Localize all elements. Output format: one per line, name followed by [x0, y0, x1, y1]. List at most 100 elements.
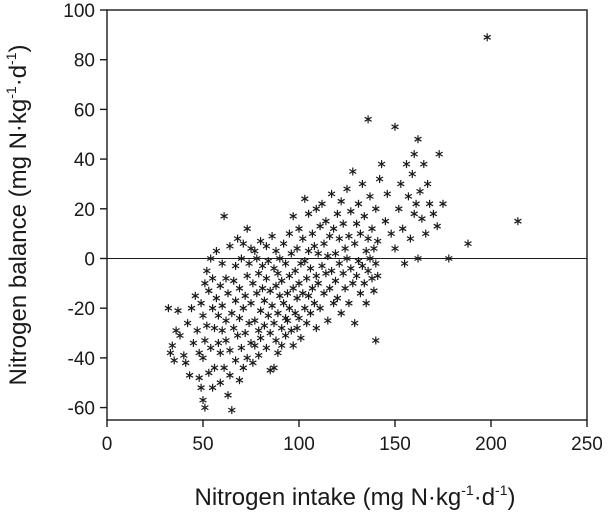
- data-point: [226, 371, 234, 380]
- data-point: [168, 341, 177, 350]
- data-point: [276, 254, 284, 263]
- data-point: [235, 284, 244, 293]
- data-point: [283, 289, 292, 298]
- data-point: [318, 199, 326, 208]
- data-point: [212, 294, 221, 303]
- data-point: [222, 316, 230, 325]
- data-point: [166, 348, 175, 357]
- data-point: [281, 331, 290, 340]
- data-point: [251, 341, 259, 350]
- data-point: [287, 326, 296, 335]
- data-point: [251, 316, 259, 325]
- data-point: [391, 244, 399, 253]
- data-point: [208, 383, 217, 392]
- data-point: [358, 179, 367, 188]
- data-point: [345, 299, 353, 308]
- data-point: [312, 204, 321, 213]
- data-point: [343, 184, 351, 193]
- data-point: [412, 199, 420, 208]
- data-point: [320, 289, 328, 298]
- data-point: [279, 239, 288, 248]
- data-point: [189, 339, 198, 347]
- data-point: [220, 363, 228, 372]
- data-point: [191, 291, 200, 300]
- data-point: [372, 204, 380, 213]
- data-point: [304, 291, 313, 300]
- data-point: [414, 254, 422, 263]
- data-point: [216, 281, 225, 290]
- data-point: [180, 351, 188, 360]
- x-tick-label: 0: [102, 434, 113, 455]
- data-point: [237, 254, 246, 263]
- data-point: [416, 187, 424, 196]
- data-point: [337, 309, 345, 318]
- data-point: [214, 339, 223, 347]
- data-point: [233, 234, 242, 243]
- data-point: [239, 304, 248, 313]
- data-point: [387, 229, 395, 238]
- data-point: [270, 264, 278, 273]
- data-point: [333, 294, 342, 303]
- data-point: [302, 319, 311, 328]
- data-point: [210, 363, 219, 372]
- x-tick-label: 100: [283, 434, 315, 455]
- data-point: [245, 319, 253, 328]
- data-point: [270, 363, 278, 372]
- data-point: [222, 336, 230, 345]
- data-point: [483, 33, 491, 42]
- data-point: [308, 284, 317, 293]
- data-point: [325, 284, 334, 293]
- data-point: [262, 274, 271, 283]
- data-point: [420, 160, 428, 169]
- data-point: [316, 222, 324, 231]
- data-point: [366, 192, 374, 201]
- data-point: [256, 334, 265, 342]
- data-point: [237, 343, 246, 352]
- data-point: [274, 269, 282, 278]
- y-tick-label: 100: [63, 1, 95, 22]
- data-point: [201, 403, 209, 412]
- data-point: [301, 304, 309, 313]
- data-point: [293, 324, 301, 333]
- data-point: [247, 299, 255, 308]
- data-point: [233, 331, 242, 340]
- data-point: [208, 274, 217, 283]
- data-point: [423, 179, 432, 188]
- data-point: [285, 271, 294, 280]
- data-point: [352, 271, 361, 280]
- data-point: [239, 239, 248, 248]
- data-point: [514, 217, 522, 226]
- data-point: [272, 247, 280, 255]
- data-point: [397, 179, 405, 188]
- data-point: [418, 214, 426, 223]
- data-point: [324, 316, 332, 325]
- data-point: [400, 259, 409, 268]
- data-point: [208, 304, 217, 313]
- data-point: [364, 266, 372, 275]
- y-tick-label: 60: [74, 100, 95, 121]
- data-point: [375, 175, 384, 183]
- data-point: [439, 199, 447, 208]
- data-point: [270, 319, 278, 328]
- data-point: [408, 170, 417, 178]
- data-point: [197, 299, 205, 308]
- data-point: [220, 212, 228, 221]
- data-point: [256, 306, 265, 315]
- data-point: [324, 252, 332, 260]
- data-point: [310, 299, 319, 308]
- data-point: [203, 321, 211, 330]
- data-point: [235, 314, 244, 323]
- data-point: [391, 122, 399, 131]
- data-point: [279, 299, 288, 308]
- y-tick-label: -20: [68, 299, 95, 320]
- data-point: [243, 224, 251, 233]
- data-point: [395, 204, 403, 213]
- data-point: [368, 224, 376, 233]
- data-point: [199, 311, 207, 320]
- data-point: [356, 229, 365, 238]
- data-point: [206, 254, 215, 263]
- data-point: [231, 261, 240, 270]
- y-tick-label: 80: [74, 51, 95, 72]
- data-point: [170, 356, 178, 365]
- data-point: [312, 271, 321, 280]
